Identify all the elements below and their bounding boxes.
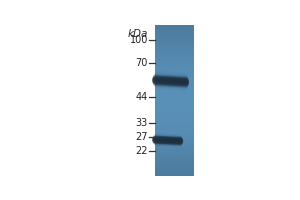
Bar: [155, 133, 194, 135]
Text: 27: 27: [135, 132, 148, 142]
Bar: [155, 80, 194, 82]
Bar: [155, 52, 194, 54]
Bar: [155, 63, 194, 65]
Bar: [155, 37, 194, 39]
Bar: [155, 142, 194, 144]
Text: 44: 44: [136, 92, 148, 102]
Bar: [155, 76, 194, 78]
Bar: [155, 161, 194, 163]
Bar: [155, 127, 194, 129]
Bar: [155, 137, 194, 139]
Bar: [155, 165, 194, 167]
Bar: [155, 82, 194, 84]
Bar: [155, 148, 194, 150]
Text: 70: 70: [136, 58, 148, 68]
Bar: [155, 167, 194, 169]
Bar: [155, 57, 194, 59]
Bar: [155, 74, 194, 76]
Bar: [155, 86, 194, 88]
Bar: [155, 150, 194, 152]
Bar: [155, 152, 194, 154]
Bar: [155, 140, 194, 143]
Text: 22: 22: [135, 146, 148, 156]
Bar: [155, 125, 194, 127]
Bar: [155, 103, 194, 105]
Bar: [155, 55, 194, 58]
Bar: [155, 163, 194, 165]
Bar: [155, 157, 194, 159]
Bar: [155, 118, 194, 120]
Bar: [155, 69, 194, 71]
Bar: [155, 104, 194, 107]
Bar: [155, 116, 194, 118]
Bar: [155, 54, 194, 56]
Bar: [155, 25, 194, 27]
Bar: [155, 27, 194, 29]
Bar: [155, 114, 194, 116]
Bar: [155, 138, 194, 141]
Bar: [155, 48, 194, 50]
Bar: [155, 93, 194, 95]
Bar: [155, 38, 194, 41]
Bar: [155, 29, 194, 31]
Bar: [155, 44, 194, 46]
Bar: [155, 67, 194, 69]
Bar: [155, 59, 194, 61]
Bar: [155, 40, 194, 43]
Bar: [155, 172, 194, 175]
Bar: [155, 99, 194, 101]
Bar: [155, 89, 194, 92]
Text: kDa: kDa: [128, 29, 148, 39]
Bar: [155, 108, 194, 110]
Bar: [155, 84, 194, 86]
Bar: [155, 170, 194, 173]
Bar: [155, 174, 194, 176]
Bar: [155, 61, 194, 63]
Bar: [155, 31, 194, 33]
Bar: [155, 101, 194, 103]
Bar: [155, 144, 194, 146]
Bar: [155, 87, 194, 90]
Text: 33: 33: [136, 118, 148, 128]
Bar: [155, 110, 194, 112]
Bar: [155, 72, 194, 75]
Bar: [155, 46, 194, 48]
Bar: [155, 91, 194, 93]
Bar: [155, 135, 194, 137]
Bar: [155, 33, 194, 35]
Bar: [155, 123, 194, 126]
Bar: [155, 129, 194, 131]
Bar: [155, 112, 194, 114]
Bar: [155, 146, 194, 148]
Bar: [155, 169, 194, 171]
Text: 100: 100: [130, 35, 148, 45]
Bar: [155, 65, 194, 67]
Bar: [155, 97, 194, 99]
Bar: [155, 95, 194, 97]
Bar: [155, 35, 194, 37]
Bar: [155, 154, 194, 156]
Bar: [155, 71, 194, 73]
Bar: [155, 78, 194, 80]
Bar: [155, 42, 194, 44]
Bar: [155, 50, 194, 52]
Bar: [155, 121, 194, 124]
Bar: [155, 120, 194, 122]
Bar: [155, 159, 194, 161]
Bar: [155, 155, 194, 158]
Bar: [155, 131, 194, 133]
Bar: [155, 106, 194, 109]
